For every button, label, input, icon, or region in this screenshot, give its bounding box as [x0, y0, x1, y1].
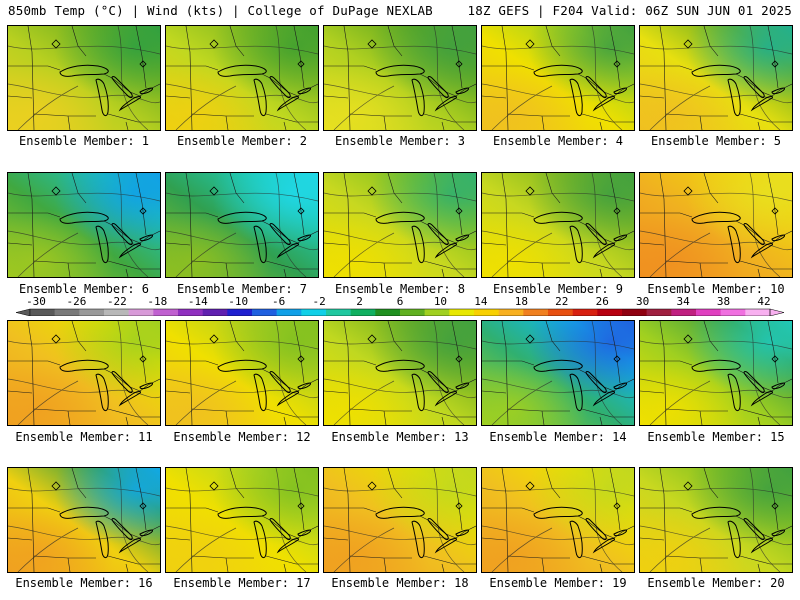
temperature-colorbar — [15, 308, 785, 316]
ensemble-member-map — [481, 467, 635, 573]
colorbar-segment — [375, 309, 401, 316]
ensemble-member-map — [165, 172, 319, 278]
colorbar-segment — [178, 309, 203, 316]
colorbar-segment — [400, 309, 425, 316]
colorbar-segment — [622, 309, 647, 316]
ensemble-member-label: Ensemble Member: 12 — [173, 430, 311, 444]
ensemble-member-map — [7, 25, 161, 131]
colorbar-segment — [128, 309, 154, 316]
ensemble-member-map — [323, 25, 477, 131]
colorbar-segment — [424, 309, 450, 316]
colorbar-tick-label: -14 — [187, 295, 208, 308]
colorbar-segment — [54, 309, 80, 316]
colorbar-segment — [548, 309, 573, 316]
colorbar-segment — [720, 309, 746, 316]
colorbar-segment — [227, 309, 253, 316]
ensemble-member-label: Ensemble Member: 14 — [489, 430, 627, 444]
ensemble-member-label: Ensemble Member: 10 — [647, 282, 785, 296]
colorbar-tick-label: 38 — [716, 295, 731, 308]
colorbar-tick-label: 42 — [757, 295, 771, 308]
ensemble-member-map — [323, 172, 477, 278]
colorbar-segment — [498, 309, 524, 316]
ensemble-member-label: Ensemble Member: 18 — [331, 576, 469, 590]
ensemble-member-label: Ensemble Member: 9 — [492, 282, 624, 296]
ensemble-member-map — [639, 467, 793, 573]
colorbar-tick-label: 18 — [514, 295, 528, 308]
ensemble-member-label: Ensemble Member: 19 — [489, 576, 627, 590]
colorbar-segment — [474, 309, 499, 316]
colorbar-segment — [301, 309, 327, 316]
colorbar-tick-label: 2 — [356, 295, 363, 308]
ensemble-member-map — [639, 25, 793, 131]
ensemble-member-map — [165, 320, 319, 426]
ensemble-member-map — [639, 172, 793, 278]
colorbar-tick-label: 34 — [676, 295, 690, 308]
colorbar-segment — [597, 309, 623, 316]
model-run-valid-time: 18Z GEFS | F204 Valid: 06Z SUN JUN 01 20… — [467, 3, 792, 18]
colorbar-segment — [696, 309, 721, 316]
ensemble-member-label: Ensemble Member: 5 — [650, 134, 782, 148]
colorbar-segment — [745, 309, 771, 316]
colorbar-tick-label: 26 — [595, 295, 609, 308]
ensemble-member-map — [7, 320, 161, 426]
colorbar-tick-label: -22 — [106, 295, 127, 308]
colorbar-tick-label: 22 — [555, 295, 569, 308]
ensemble-member-map — [7, 467, 161, 573]
colorbar-segment — [104, 309, 129, 316]
ensemble-member-map — [7, 172, 161, 278]
ensemble-member-label: Ensemble Member: 8 — [334, 282, 466, 296]
colorbar-tick-label: 14 — [474, 295, 488, 308]
colorbar-segment — [252, 309, 277, 316]
ensemble-member-label: Ensemble Member: 17 — [173, 576, 311, 590]
colorbar-segment — [153, 309, 179, 316]
ensemble-member-map — [165, 25, 319, 131]
ensemble-member-label: Ensemble Member: 4 — [492, 134, 624, 148]
colorbar-segment — [572, 309, 598, 316]
colorbar-tick-label: 6 — [396, 295, 404, 308]
colorbar-tick-label: -6 — [272, 295, 286, 308]
ensemble-member-map — [639, 320, 793, 426]
ensemble-member-label: Ensemble Member: 20 — [647, 576, 785, 590]
colorbar-tick-label: -10 — [228, 295, 249, 308]
ensemble-member-label: Ensemble Member: 3 — [334, 134, 466, 148]
ensemble-member-label: Ensemble Member: 7 — [176, 282, 308, 296]
colorbar-tick-label: -2 — [312, 295, 326, 308]
ensemble-member-map — [481, 320, 635, 426]
colorbar-segment — [202, 309, 228, 316]
colorbar-segment — [671, 309, 697, 316]
ensemble-member-label: Ensemble Member: 16 — [15, 576, 153, 590]
colorbar-tick-label: 30 — [636, 295, 650, 308]
colorbar-segment — [523, 309, 549, 316]
colorbar-segment — [449, 309, 475, 316]
ensemble-member-label: Ensemble Member: 13 — [331, 430, 469, 444]
ensemble-member-map — [481, 25, 635, 131]
ensemble-member-label: Ensemble Member: 1 — [18, 134, 150, 148]
colorbar-segment — [646, 309, 672, 316]
map-title: 850mb Temp (°C) | Wind (kts) | College o… — [8, 3, 433, 18]
colorbar-segment — [79, 309, 105, 316]
ensemble-member-map — [323, 320, 477, 426]
colorbar-segment — [30, 309, 55, 316]
colorbar-segment — [326, 309, 351, 316]
ensemble-member-label: Ensemble Member: 11 — [15, 430, 153, 444]
ensemble-member-label: Ensemble Member: 2 — [176, 134, 308, 148]
ensemble-member-label: Ensemble Member: 15 — [647, 430, 785, 444]
colorbar-tick-label: -18 — [147, 295, 168, 308]
colorbar-tick-label: 10 — [433, 295, 448, 308]
ensemble-member-map — [481, 172, 635, 278]
colorbar-min-arrow — [15, 308, 31, 316]
colorbar-tick-label: -30 — [26, 295, 46, 308]
ensemble-member-map — [165, 467, 319, 573]
colorbar-tick-label: -26 — [66, 295, 87, 308]
ensemble-member-label: Ensemble Member: 6 — [18, 282, 150, 296]
colorbar-segment — [350, 309, 376, 316]
ensemble-member-map — [323, 467, 477, 573]
colorbar-segment — [276, 309, 302, 316]
colorbar-max-arrow — [769, 308, 785, 316]
